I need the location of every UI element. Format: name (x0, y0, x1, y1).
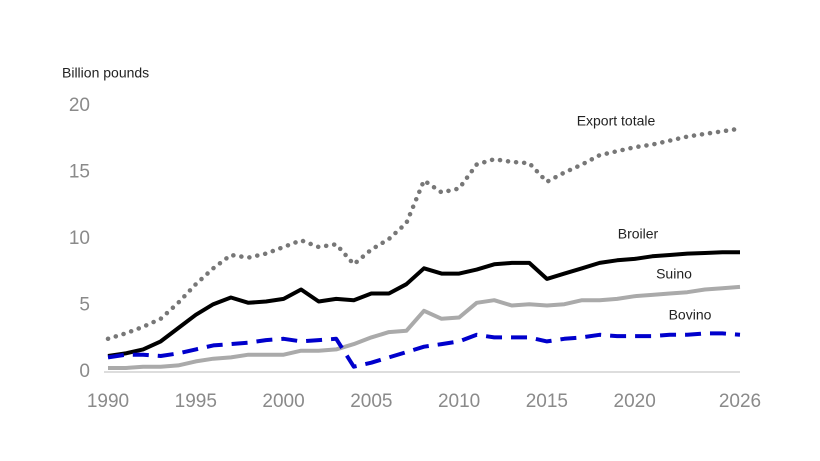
x-tick-label: 2010 (438, 391, 480, 412)
x-tick-label: 2000 (262, 391, 304, 412)
y-tick-label: 0 (79, 361, 90, 382)
series-label: Bovino (669, 307, 712, 323)
x-tick-label: 2005 (350, 391, 392, 412)
x-tick-label: 1995 (175, 391, 217, 412)
y-tick-label: 15 (69, 162, 90, 183)
series-label: Export totale (577, 113, 656, 129)
y-tick-label: 10 (69, 228, 90, 249)
y-axis-label: Billion pounds (62, 65, 149, 81)
x-tick-label: 2020 (614, 391, 656, 412)
x-tick-label: 2026 (719, 391, 761, 412)
series-line (105, 126, 743, 342)
x-tick-label: 1990 (87, 391, 129, 412)
y-tick-label: 20 (69, 95, 90, 116)
series-label: Suino (656, 266, 692, 282)
y-tick-label: 5 (79, 295, 90, 316)
series-label: Broiler (618, 226, 659, 242)
series-line (108, 284, 741, 370)
series-line (107, 331, 741, 369)
x-tick-label: 2015 (526, 391, 568, 412)
series-line (107, 250, 740, 358)
